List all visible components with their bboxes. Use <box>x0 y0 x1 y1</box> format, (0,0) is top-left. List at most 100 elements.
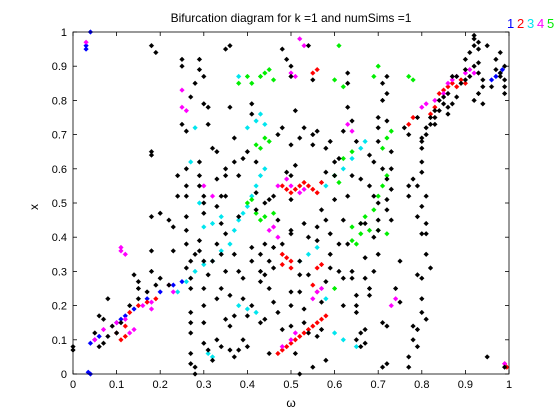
data-point-series-unlabeled <box>323 169 329 175</box>
data-point-series-2 <box>122 333 129 340</box>
data-point-series-unlabeled <box>397 258 403 264</box>
data-point-series-unlabeled <box>336 155 342 162</box>
data-point-series-unlabeled <box>214 203 220 210</box>
x-tick-label: 0.2 <box>153 379 168 391</box>
data-point-series-unlabeled <box>170 224 176 230</box>
data-point-series-unlabeled <box>301 306 307 312</box>
data-point-series-5 <box>384 231 390 237</box>
data-point-series-2 <box>279 183 285 189</box>
data-point-series-5 <box>358 231 364 237</box>
data-point-series-unlabeled <box>462 56 469 63</box>
data-point-series-unlabeled <box>235 213 242 220</box>
data-point-series-unlabeled <box>414 213 421 220</box>
data-point-series-5 <box>371 73 377 80</box>
data-point-series-unlabeled <box>240 155 246 162</box>
x-tick-label: 0.5 <box>283 379 298 391</box>
data-point-series-unlabeled <box>201 101 207 107</box>
data-point-series-unlabeled <box>379 364 386 370</box>
data-point-series-2 <box>305 183 312 189</box>
data-point-series-2 <box>436 90 442 97</box>
data-point-series-unlabeled <box>266 350 272 357</box>
data-point-series-unlabeled <box>388 186 394 193</box>
data-point-series-unlabeled <box>344 104 351 110</box>
data-point-series-unlabeled <box>279 46 285 52</box>
data-point-series-unlabeled <box>240 275 246 281</box>
data-point-series-unlabeled <box>249 244 255 251</box>
data-point-series-unlabeled <box>196 66 203 73</box>
data-point-series-4 <box>297 190 303 196</box>
data-point-series-unlabeled <box>222 193 229 199</box>
data-point-series-4 <box>449 77 456 83</box>
data-point-series-unlabeled <box>305 330 312 336</box>
data-point-series-unlabeled <box>253 190 259 196</box>
data-point-series-unlabeled <box>340 275 347 281</box>
data-point-series-unlabeled <box>244 149 251 155</box>
data-point-series-unlabeled <box>279 125 285 131</box>
data-point-series-4 <box>288 183 294 189</box>
data-point-series-4 <box>471 70 477 76</box>
data-point-series-unlabeled <box>288 63 294 69</box>
data-point-series-unlabeled <box>231 313 238 319</box>
data-point-series-unlabeled <box>323 217 329 223</box>
data-point-series-unlabeled <box>222 46 229 52</box>
data-point-series-unlabeled <box>440 94 447 100</box>
data-point-series-unlabeled <box>375 227 381 234</box>
data-point-series-unlabeled <box>262 200 268 206</box>
data-point-series-unlabeled <box>467 49 473 56</box>
data-point-series-3 <box>174 289 181 295</box>
y-tick-label: 0.8 <box>52 95 67 107</box>
data-point-series-unlabeled <box>327 265 333 271</box>
data-point-series-unlabeled <box>196 183 203 189</box>
data-point-series-4 <box>432 97 438 104</box>
data-point-series-3 <box>353 343 360 350</box>
data-points <box>70 29 510 377</box>
data-point-series-unlabeled <box>179 63 185 69</box>
x-tick-label: 0.4 <box>240 379 255 391</box>
data-point-series-unlabeled <box>218 285 224 292</box>
data-point-series-unlabeled <box>183 213 190 220</box>
x-axis-label: ω <box>286 396 295 410</box>
data-point-series-2 <box>288 258 294 264</box>
data-point-series-unlabeled <box>384 73 390 80</box>
data-point-series-4 <box>266 227 272 234</box>
data-point-series-unlabeled <box>436 97 442 104</box>
data-point-series-2 <box>314 190 320 196</box>
data-point-series-5 <box>257 73 264 80</box>
data-point-series-unlabeled <box>327 251 333 257</box>
data-point-series-unlabeled <box>196 248 203 254</box>
data-point-series-unlabeled <box>305 42 312 49</box>
data-point-series-unlabeled <box>288 323 294 329</box>
data-point-series-unlabeled <box>419 135 425 141</box>
y-tick-label: 0.5 <box>52 198 67 210</box>
data-point-series-unlabeled <box>188 258 194 264</box>
data-point-series-unlabeled <box>218 193 224 199</box>
data-point-series-2 <box>288 340 294 346</box>
data-point-series-5 <box>366 227 373 234</box>
data-point-series-unlabeled <box>266 258 272 264</box>
data-point-series-unlabeled <box>440 101 447 107</box>
data-point-series-5 <box>266 66 272 73</box>
data-point-series-unlabeled <box>471 36 477 42</box>
data-point-series-2 <box>292 186 299 193</box>
data-point-series-3 <box>305 251 312 257</box>
data-point-series-unlabeled <box>188 350 194 357</box>
data-point-series-4 <box>126 330 133 336</box>
data-point-series-unlabeled <box>188 275 194 281</box>
data-point-series-unlabeled <box>201 320 207 326</box>
data-point-series-unlabeled <box>270 244 277 251</box>
data-point-series-unlabeled <box>414 272 421 278</box>
data-point-series-unlabeled <box>310 77 316 83</box>
data-point-series-unlabeled <box>497 49 503 56</box>
data-point-series-2 <box>283 343 290 350</box>
data-point-series-5 <box>388 128 394 134</box>
data-point-series-2 <box>292 337 299 343</box>
data-point-series-5 <box>257 217 264 223</box>
data-point-series-unlabeled <box>253 207 259 213</box>
data-point-series-unlabeled <box>432 121 438 128</box>
data-point-series-unlabeled <box>353 138 360 145</box>
data-point-series-1 <box>493 73 499 80</box>
data-point-series-unlabeled <box>227 292 233 299</box>
plot-frame <box>72 31 510 375</box>
data-point-series-unlabeled <box>201 200 207 206</box>
